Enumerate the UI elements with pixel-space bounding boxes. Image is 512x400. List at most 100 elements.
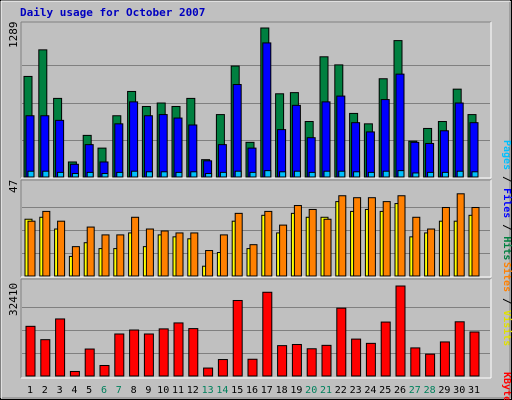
files-bar xyxy=(469,122,479,178)
kbytes-bar xyxy=(336,307,347,377)
day-label: 2 xyxy=(42,385,48,396)
pages-bar xyxy=(219,171,227,178)
day-label: 9 xyxy=(145,385,151,396)
legend-separator: / xyxy=(501,170,512,188)
day-label: 10 xyxy=(157,385,169,396)
pages-bar xyxy=(367,171,375,178)
sites-bar xyxy=(116,234,125,277)
legend-files: Files xyxy=(501,188,512,218)
kbytes-bar xyxy=(40,339,51,377)
kbytes-bar xyxy=(158,328,169,377)
pages-bar xyxy=(42,170,50,178)
sites-bar xyxy=(249,244,258,277)
kbytes-bar xyxy=(247,358,258,377)
pages-bar xyxy=(427,171,435,178)
kbytes-bar xyxy=(410,347,421,377)
day-label: 5 xyxy=(86,385,92,396)
files-bar xyxy=(454,102,464,178)
kbytes-bar xyxy=(188,328,199,377)
sites-bar xyxy=(71,246,80,277)
sites-bar xyxy=(190,232,199,277)
kbytes-bar xyxy=(99,364,110,377)
day-label: 14 xyxy=(216,385,228,396)
pages-bar xyxy=(190,171,198,178)
pages-bar xyxy=(471,171,479,178)
pages-bar xyxy=(441,171,449,178)
files-bar xyxy=(306,137,316,178)
kbytes-bar xyxy=(55,318,66,377)
pages-bar xyxy=(101,173,109,178)
day-label: 4 xyxy=(71,385,77,396)
files-bar xyxy=(188,124,198,178)
sites-bar xyxy=(338,195,347,277)
kbytes-bar xyxy=(84,348,95,377)
sites-bar xyxy=(86,226,95,277)
day-label: 20 xyxy=(305,385,317,396)
day-label: 6 xyxy=(101,385,107,396)
pages-bar xyxy=(71,173,79,178)
pages-bar xyxy=(116,171,124,178)
chart-title: Daily usage for October 2007 xyxy=(20,6,205,19)
day-label: 7 xyxy=(116,385,122,396)
kbytes-bar xyxy=(439,341,450,377)
sites-bar xyxy=(219,234,228,277)
files-bar xyxy=(143,115,153,178)
pages-bar xyxy=(234,170,242,178)
files-bar xyxy=(380,99,390,178)
kbytes-bar xyxy=(25,325,36,377)
sites-bar xyxy=(353,197,362,277)
files-bar xyxy=(321,101,331,178)
pages-bar xyxy=(264,170,272,178)
day-label: 8 xyxy=(131,385,137,396)
day-label: 25 xyxy=(379,385,391,396)
pages-bar xyxy=(205,173,213,178)
pages-bar xyxy=(308,171,316,178)
sites-bar xyxy=(27,220,36,277)
pages-bar xyxy=(86,171,94,178)
sites-bar xyxy=(471,206,480,277)
kbytes-ymax-label: 32410 xyxy=(7,283,20,316)
sites-bar xyxy=(42,210,51,277)
kbytes-bar xyxy=(262,291,273,377)
sites-bar xyxy=(427,228,436,277)
hits-ymax-label: 1289 xyxy=(7,22,20,49)
kbytes-bar xyxy=(395,285,406,377)
files-bar xyxy=(173,117,183,178)
files-bar xyxy=(351,122,361,178)
kbytes-bar xyxy=(277,345,288,377)
legend-pages: Pages xyxy=(501,140,512,170)
sites-bar xyxy=(131,216,140,277)
sites-bar xyxy=(279,224,288,277)
day-label: 17 xyxy=(261,385,273,396)
kbytes-bar xyxy=(129,329,140,377)
pages-bar xyxy=(323,170,331,178)
files-bar xyxy=(25,115,35,178)
files-bar xyxy=(277,129,287,178)
kbytes-bar xyxy=(365,342,376,377)
day-label: 23 xyxy=(350,385,362,396)
visits-ymax-label: 47 xyxy=(7,180,20,193)
kbytes-bar xyxy=(217,359,228,377)
day-label: 15 xyxy=(231,385,243,396)
pages-bar xyxy=(131,170,139,178)
day-axis-labels: 1 2 3 4 5 6 7 8 9 10 11 12 13 14 15 16 17 18 19 20 21 22 23 24 2… xyxy=(27,385,480,396)
day-label: 27 xyxy=(409,385,421,396)
kbytes-bar xyxy=(321,344,332,377)
kbytes-bar xyxy=(454,321,465,377)
legend-visits-sites: Sites / Visits xyxy=(501,262,512,346)
sites-bar xyxy=(57,220,66,277)
files-bar xyxy=(232,84,242,178)
files-bar xyxy=(129,101,139,178)
pages-bar xyxy=(27,170,35,178)
legend-visits: Visits xyxy=(501,310,512,346)
files-bar xyxy=(439,130,449,178)
pages-bar xyxy=(249,171,257,178)
files-bar xyxy=(55,119,65,178)
sites-bar xyxy=(101,234,110,277)
pages-bar xyxy=(57,171,65,178)
legend-separator: / xyxy=(501,292,512,310)
kbytes-bar xyxy=(114,333,125,377)
day-label: 21 xyxy=(320,385,332,396)
